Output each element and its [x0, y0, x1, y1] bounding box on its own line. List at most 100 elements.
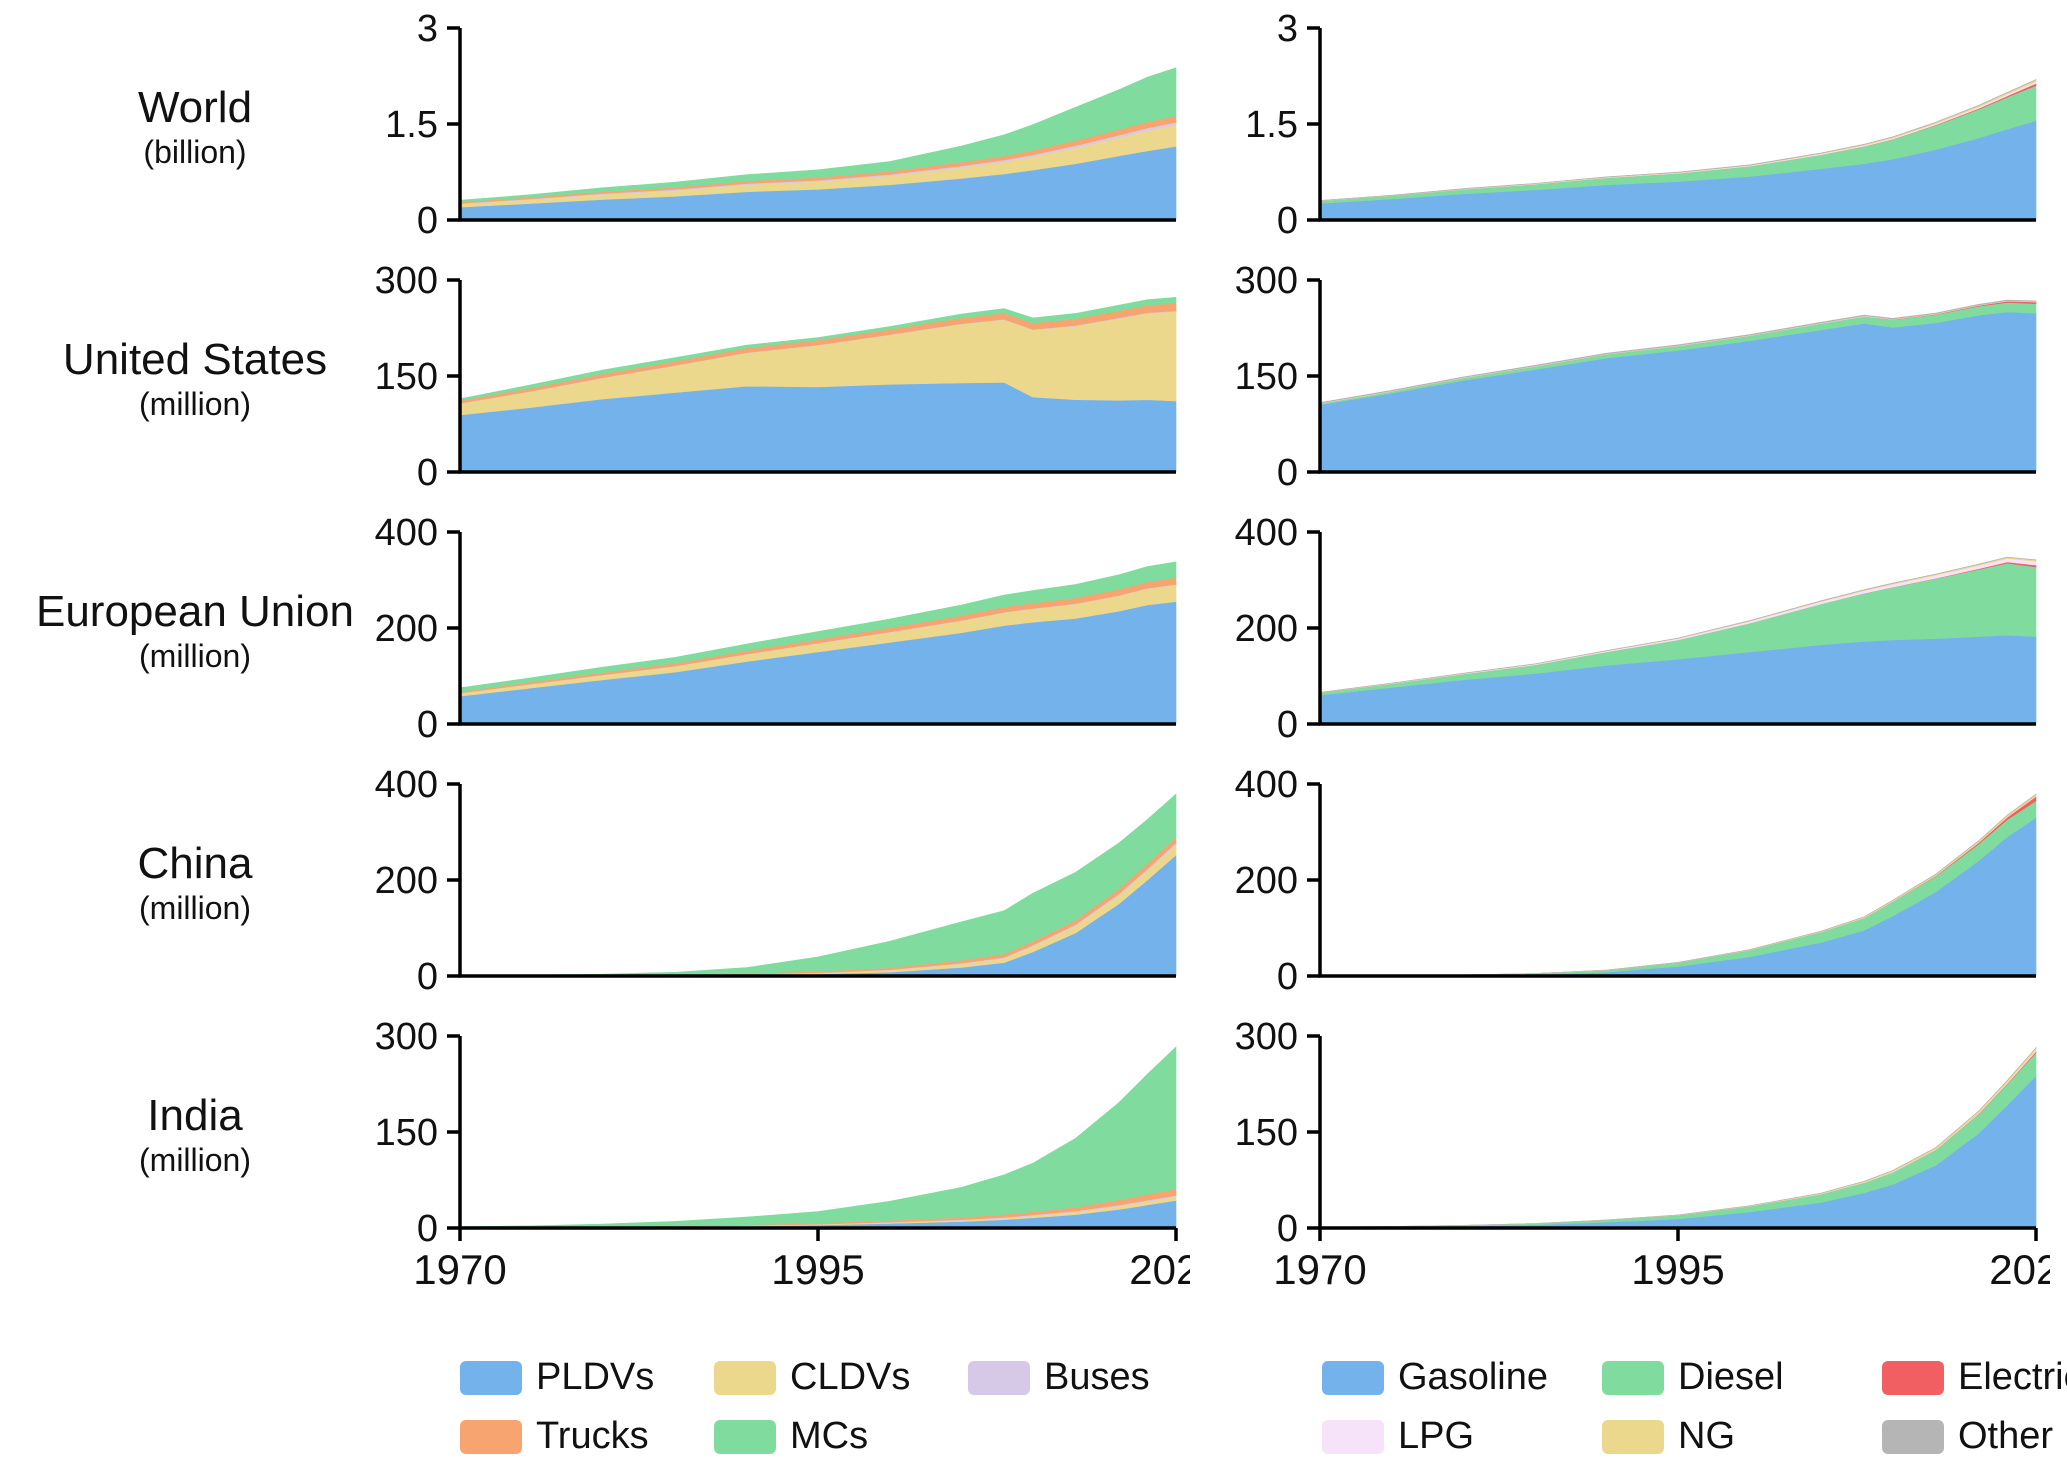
cldvs-swatch-icon: [714, 1360, 776, 1395]
legend-label: CLDVs: [790, 1356, 911, 1398]
region-unit: (million): [139, 637, 251, 674]
region-unit: (billion): [143, 133, 247, 170]
svg-text:0: 0: [1277, 452, 1298, 494]
region-unit: (million): [139, 1141, 251, 1178]
legend-item-ng: NG: [1602, 1415, 1882, 1458]
mcs-swatch-icon: [714, 1419, 776, 1454]
chart-world-by-vehicle-type: 01.53: [385, 12, 1177, 242]
svg-text:200: 200: [375, 608, 438, 650]
svg-text:1995: 1995: [771, 1246, 864, 1293]
legend-item-pldvs: PLDVs: [460, 1356, 714, 1399]
svg-text:1970: 1970: [413, 1246, 506, 1293]
chart-eu-by-vehicle-type: 0 200 400: [375, 516, 1177, 746]
legend-item-electricity: Electricity: [1882, 1356, 2067, 1399]
svg-text:1995: 1995: [1631, 1246, 1724, 1293]
svg-text:0: 0: [1277, 704, 1298, 746]
region-label-united-states: United States (million): [30, 254, 360, 506]
region-name: World: [137, 83, 253, 133]
legend: PLDVs CLDVs Buses Trucks MCs Gasoli: [460, 1356, 2067, 1458]
chart-us-by-vehicle-type: 0 150 300: [375, 264, 1177, 494]
svg-text:300: 300: [1235, 264, 1298, 302]
svg-text:300: 300: [375, 1020, 438, 1058]
legend-label: NG: [1678, 1415, 1735, 1457]
region-label-china: China (million): [30, 758, 360, 1010]
legend-item-diesel: Diesel: [1602, 1356, 1882, 1399]
region-label-world: World (billion): [30, 2, 360, 254]
row-united-states: United States (million) 0 150 300 0 150 300: [30, 264, 2067, 516]
svg-text:300: 300: [375, 264, 438, 302]
legend-label: LPG: [1398, 1415, 1475, 1457]
legend-item-trucks: Trucks: [460, 1415, 714, 1458]
region-label-european-union: European Union (million): [30, 506, 360, 758]
svg-text:0: 0: [417, 704, 438, 746]
legend-label: Gasoline: [1398, 1356, 1548, 1398]
chart-world-by-fuel: 01.53: [1245, 12, 2037, 242]
legend-label: MCs: [790, 1415, 869, 1457]
svg-text:0: 0: [417, 956, 438, 998]
chart-china-by-vehicle-type: 0 200 400: [375, 768, 1177, 998]
svg-text:0: 0: [1277, 1208, 1298, 1250]
row-china: China (million) 0 200 400 0 200 400: [30, 768, 2067, 1020]
svg-text:3: 3: [417, 12, 438, 50]
gasoline-swatch-icon: [1322, 1360, 1384, 1395]
electricity-swatch-icon: [1882, 1360, 1944, 1395]
region-name: India: [147, 1091, 243, 1141]
legend-item-cldvs: CLDVs: [714, 1356, 968, 1399]
row-world: World (billion) 0 1.5 3 0 1.5 3: [30, 12, 2067, 264]
svg-text:150: 150: [375, 1112, 438, 1154]
legend-label: Other: [1958, 1415, 2054, 1457]
legend-item-gasoline: Gasoline: [1322, 1356, 1602, 1399]
region-name: China: [137, 839, 253, 889]
row-european-union: European Union (million) 0 200 400 0 200 400: [30, 516, 2067, 768]
svg-text:150: 150: [1235, 356, 1298, 398]
chart-grid: World (billion) 0 1.5 3 0 1.5 3 United State…: [30, 12, 2067, 1328]
legend-vehicle-types: PLDVs CLDVs Buses Trucks MCs: [460, 1356, 1222, 1458]
svg-text:150: 150: [375, 356, 438, 398]
svg-text:200: 200: [1235, 860, 1298, 902]
pldvs-swatch-icon: [460, 1360, 522, 1395]
svg-text:1.5: 1.5: [1245, 104, 1298, 146]
region-label-india: India (million): [30, 1010, 360, 1262]
svg-text:0: 0: [1277, 956, 1298, 998]
legend-item-mcs: MCs: [714, 1415, 968, 1458]
region-unit: (million): [139, 385, 251, 422]
svg-text:1.5: 1.5: [385, 104, 438, 146]
svg-text:150: 150: [1235, 1112, 1298, 1154]
buses-swatch-icon: [968, 1360, 1030, 1395]
svg-text:3: 3: [1277, 12, 1298, 50]
svg-text:0: 0: [417, 1208, 438, 1250]
svg-text:400: 400: [375, 768, 438, 806]
svg-text:0: 0: [1277, 200, 1298, 242]
trucks-swatch-icon: [460, 1419, 522, 1454]
svg-text:400: 400: [1235, 768, 1298, 806]
svg-text:200: 200: [375, 860, 438, 902]
svg-text:200: 200: [1235, 608, 1298, 650]
legend-label: PLDVs: [536, 1356, 655, 1398]
diesel-swatch-icon: [1602, 1360, 1664, 1395]
ng-swatch-icon: [1602, 1419, 1664, 1454]
svg-text:400: 400: [375, 516, 438, 554]
region-name: United States: [62, 335, 328, 385]
legend-label: Diesel: [1678, 1356, 1784, 1398]
chart-eu-by-fuel: 0 200 400: [1235, 516, 2037, 746]
chart-china-by-fuel: 0 200 400: [1235, 768, 2037, 998]
legend-fuels: Gasoline Diesel Electricity LPG NG Other: [1322, 1356, 2067, 1458]
svg-text:1970: 1970: [1273, 1246, 1366, 1293]
legend-label: Buses: [1044, 1356, 1150, 1398]
legend-label: Trucks: [536, 1415, 649, 1457]
legend-item-buses: Buses: [968, 1356, 1222, 1399]
other-swatch-icon: [1882, 1419, 1944, 1454]
legend-item-lpg: LPG: [1322, 1415, 1602, 1458]
lpg-swatch-icon: [1322, 1419, 1384, 1454]
svg-text:400: 400: [1235, 516, 1298, 554]
svg-text:0: 0: [417, 452, 438, 494]
chart-us-by-fuel: 0 150 300: [1235, 264, 2037, 494]
svg-text:0: 0: [417, 200, 438, 242]
region-unit: (million): [139, 889, 251, 926]
